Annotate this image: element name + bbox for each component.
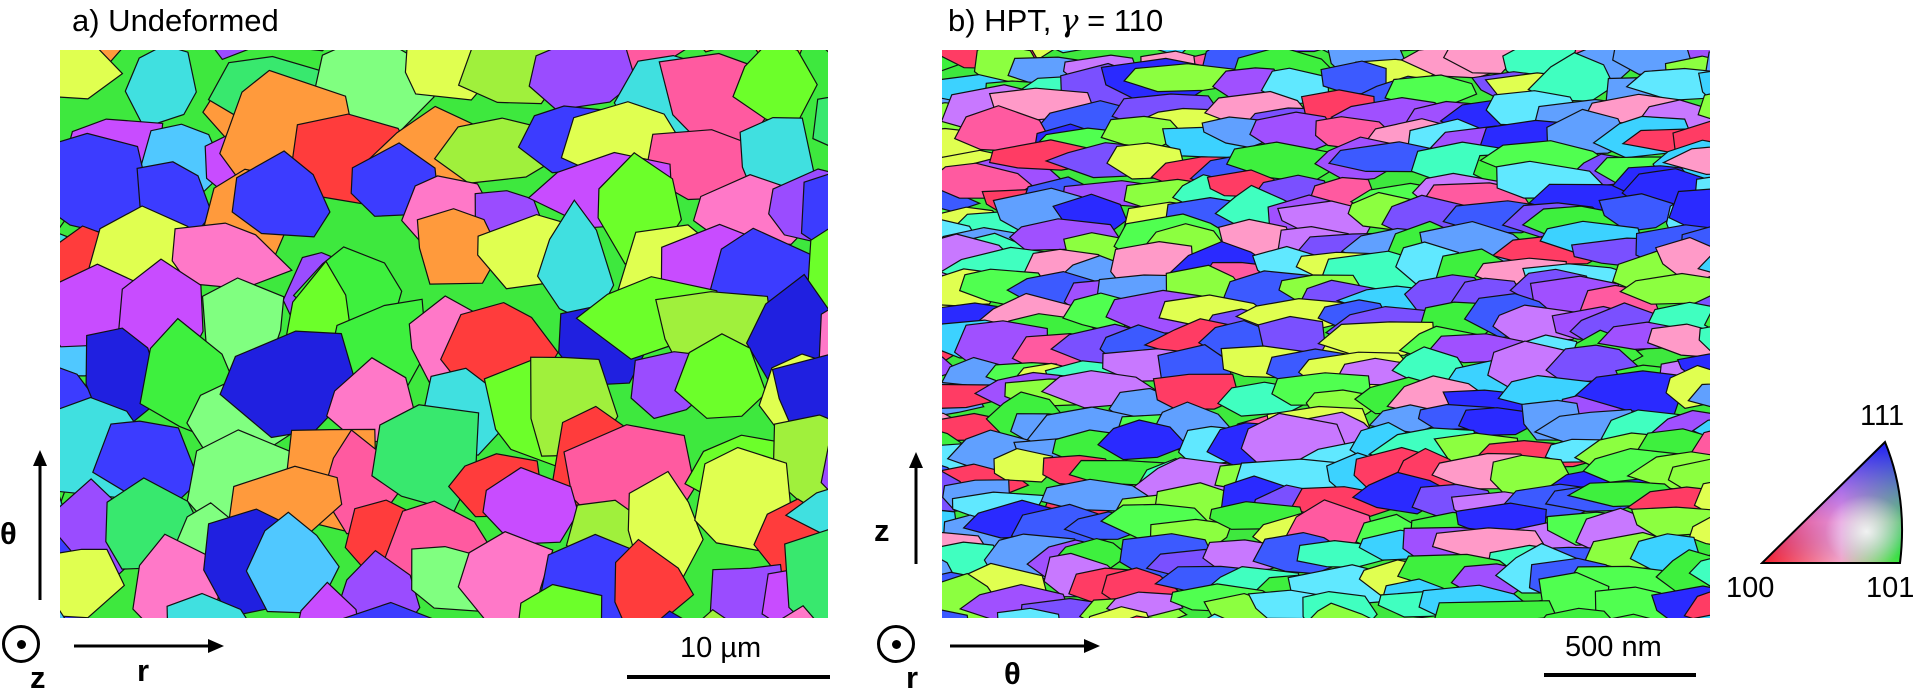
grain bbox=[60, 50, 124, 100]
scale-bar-label-a: 10 µm bbox=[680, 632, 762, 664]
grain bbox=[702, 608, 726, 618]
grain bbox=[993, 447, 1054, 483]
grain bbox=[310, 50, 325, 52]
grain bbox=[60, 609, 66, 618]
axis-label-b-vertical: z bbox=[874, 513, 890, 548]
grain bbox=[1698, 326, 1710, 352]
z-axis-arrow-b bbox=[909, 452, 923, 564]
grain bbox=[1693, 481, 1710, 515]
grain bbox=[1688, 558, 1710, 587]
grain bbox=[942, 609, 969, 618]
ipf-label-111: 111 bbox=[1860, 400, 1905, 432]
grain bbox=[1206, 613, 1225, 618]
ipf-label-101: 101 bbox=[1866, 572, 1915, 604]
grain bbox=[1396, 50, 1430, 52]
grain bbox=[996, 607, 1060, 618]
scale-bar-label-b: 500 nm bbox=[1565, 631, 1662, 663]
theta-axis-arrow-a bbox=[33, 450, 47, 600]
grain bbox=[1442, 50, 1517, 75]
grain bbox=[1697, 70, 1710, 100]
grain bbox=[703, 50, 715, 53]
grain bbox=[1598, 193, 1680, 232]
r-axis-arrow-a bbox=[74, 639, 224, 653]
grain bbox=[1434, 600, 1558, 618]
axis-label-a-vertical: θ bbox=[0, 516, 17, 551]
out-of-plane-symbol-a bbox=[2, 625, 40, 663]
axis-label-b-horizontal: θ bbox=[1004, 656, 1021, 691]
grain bbox=[166, 592, 247, 618]
scale-bar-b bbox=[1544, 673, 1696, 677]
grain bbox=[784, 488, 828, 538]
grain bbox=[482, 466, 579, 545]
theta-axis-arrow-b bbox=[950, 639, 1100, 653]
grain bbox=[800, 173, 828, 252]
panel-a-title: a) Undeformed bbox=[72, 3, 279, 38]
grain bbox=[1152, 373, 1240, 410]
grain bbox=[1703, 313, 1710, 329]
grain bbox=[781, 605, 815, 618]
orientation-map-undeformed bbox=[60, 50, 828, 618]
grain bbox=[1625, 67, 1710, 101]
grain bbox=[660, 610, 683, 618]
out-of-plane-symbol-b bbox=[877, 625, 915, 663]
grain bbox=[1697, 255, 1710, 273]
grain bbox=[1543, 607, 1612, 618]
grain bbox=[1612, 613, 1651, 618]
grain bbox=[825, 50, 828, 53]
grain bbox=[1310, 602, 1371, 618]
grain bbox=[1692, 614, 1710, 618]
grain bbox=[457, 531, 554, 618]
grain bbox=[231, 150, 331, 238]
ipf-label-100: 100 bbox=[1726, 572, 1775, 604]
grain bbox=[214, 50, 249, 61]
grain bbox=[1687, 383, 1710, 408]
grain bbox=[1055, 50, 1083, 54]
grain bbox=[1097, 419, 1189, 461]
grain bbox=[1655, 549, 1710, 593]
axis-label-b-normal: r bbox=[906, 660, 919, 695]
grain bbox=[614, 538, 695, 618]
scale-bar-a bbox=[627, 675, 830, 679]
grain bbox=[674, 333, 767, 419]
grain bbox=[342, 601, 433, 618]
grain bbox=[1697, 93, 1710, 120]
grain bbox=[1668, 188, 1710, 238]
grain bbox=[298, 581, 358, 618]
grain bbox=[1683, 591, 1710, 618]
grain bbox=[1129, 615, 1153, 618]
grain bbox=[124, 50, 197, 129]
grain bbox=[812, 96, 828, 146]
grain bbox=[784, 529, 828, 618]
grain bbox=[416, 208, 501, 285]
panel-b-title: b) HPT, γ = 110 bbox=[948, 3, 1164, 39]
grain bbox=[1661, 146, 1710, 176]
ipf-color-key-triangle bbox=[1760, 440, 1904, 564]
grain bbox=[60, 548, 126, 618]
axis-label-a-horizontal: r bbox=[137, 653, 150, 688]
grain bbox=[1327, 141, 1441, 173]
grain bbox=[1667, 458, 1710, 495]
grain bbox=[528, 50, 637, 111]
orientation-map-hpt bbox=[942, 50, 1710, 618]
axis-label-a-normal: z bbox=[30, 660, 46, 695]
grain bbox=[1088, 606, 1150, 618]
grain bbox=[820, 445, 828, 491]
grain bbox=[518, 583, 603, 618]
grain bbox=[1705, 51, 1710, 75]
